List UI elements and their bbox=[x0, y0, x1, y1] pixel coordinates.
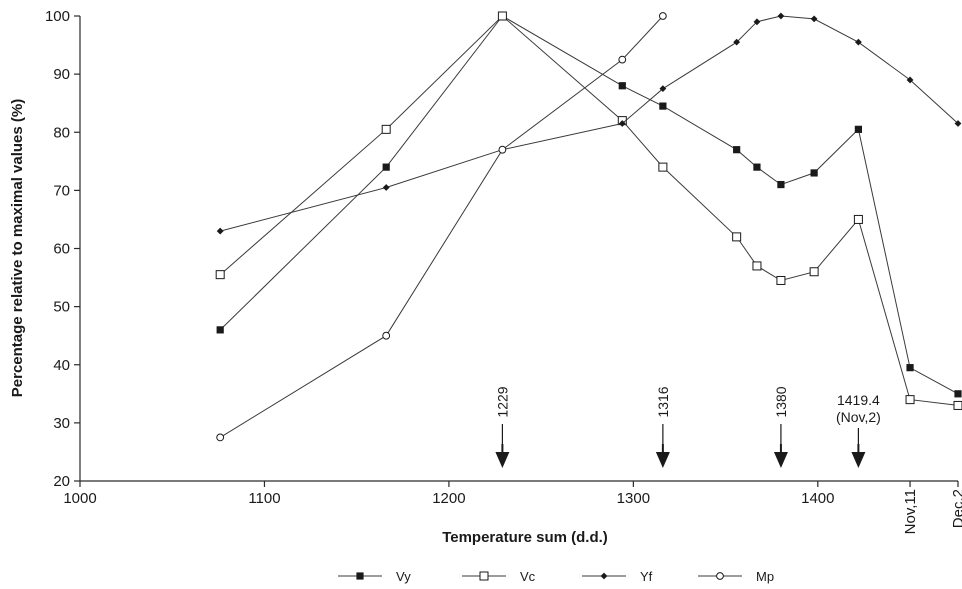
data-point-yf bbox=[659, 85, 667, 93]
legend-swatch-marker bbox=[600, 572, 608, 580]
data-point-vc bbox=[658, 162, 668, 172]
legend-swatch-marker bbox=[716, 572, 724, 580]
annotation-shaft bbox=[501, 444, 504, 453]
y-axis-title: Percentage relative to maximal values (%… bbox=[9, 99, 26, 397]
annotation-arrow: 1316 bbox=[655, 386, 671, 468]
y-tick-label: 70 bbox=[53, 182, 70, 199]
data-point-vy bbox=[906, 364, 914, 372]
annotation-sublabel: (Nov,2) bbox=[836, 409, 881, 425]
annotation-arrowhead bbox=[773, 452, 788, 468]
y-tick-label: 40 bbox=[53, 357, 70, 374]
data-point-vc bbox=[381, 124, 391, 134]
legend-label: Yf bbox=[640, 569, 653, 584]
y-tick-label: 90 bbox=[53, 66, 70, 83]
annotation-label: 1316 bbox=[655, 386, 671, 417]
data-point-yf bbox=[618, 120, 626, 127]
data-point-mp bbox=[618, 55, 627, 64]
data-point-vc bbox=[215, 270, 225, 280]
legend-label: Vc bbox=[520, 569, 536, 584]
annotation-label: 1419.4 bbox=[837, 392, 880, 408]
annotation-shaft bbox=[661, 444, 664, 453]
legend-swatch-marker bbox=[356, 572, 364, 580]
series-line-yf bbox=[220, 15, 959, 232]
data-point-vy bbox=[382, 163, 390, 171]
y-tick-label: 60 bbox=[53, 241, 70, 258]
data-point-yf bbox=[777, 12, 785, 20]
axes: 20 30 40 50 60 70 80 90 100 1000 1100 1200 1300 1400 N… bbox=[45, 8, 962, 534]
series-yf bbox=[216, 12, 962, 235]
y-tick-label: 20 bbox=[53, 473, 70, 490]
annotation-shaft bbox=[857, 444, 860, 453]
annotations: 1229 1316 1380 1419.4(Nov,2) bbox=[494, 386, 881, 468]
x-tick-label: 1400 bbox=[801, 490, 834, 507]
series-group bbox=[215, 11, 962, 442]
x-tick-date-label: Nov,11 bbox=[902, 489, 919, 534]
x-tick-label: 1200 bbox=[432, 490, 465, 507]
data-point-vc bbox=[853, 214, 863, 224]
data-point-vy bbox=[777, 180, 785, 189]
data-point-vy bbox=[733, 146, 741, 154]
y-tick-label: 80 bbox=[53, 124, 70, 141]
legend-swatch-marker bbox=[479, 571, 489, 581]
data-point-mp bbox=[216, 433, 225, 442]
data-point-vc bbox=[953, 400, 962, 410]
series-line-vc bbox=[219, 15, 959, 406]
legend-item-mp: Mp bbox=[698, 569, 774, 584]
x-tick-label: 1100 bbox=[248, 490, 280, 507]
data-point-yf bbox=[854, 38, 862, 46]
data-point-vy bbox=[659, 102, 667, 110]
x-tick-label: 1300 bbox=[617, 490, 650, 507]
series-vc bbox=[215, 11, 962, 410]
legend-label: Vy bbox=[396, 569, 411, 584]
legend-item-vy: Vy bbox=[338, 569, 411, 584]
series-mp bbox=[216, 12, 667, 442]
data-point-yf bbox=[906, 76, 914, 84]
series-line-mp bbox=[219, 15, 664, 438]
data-point-yf bbox=[382, 184, 390, 191]
annotation-shaft bbox=[779, 444, 782, 453]
legend-item-yf: Yf bbox=[582, 569, 653, 584]
x-axis-title: Temperature sum (d.d.) bbox=[442, 529, 608, 546]
data-point-yf bbox=[810, 15, 818, 23]
data-point-vy bbox=[618, 82, 626, 90]
data-point-vc bbox=[752, 261, 762, 271]
annotation-label: 1380 bbox=[773, 386, 789, 417]
data-point-vy bbox=[216, 326, 224, 334]
data-point-mp bbox=[658, 12, 667, 20]
annotation-arrow: 1380 bbox=[773, 386, 789, 468]
data-point-mp bbox=[382, 331, 391, 340]
annotation-label: 1229 bbox=[494, 386, 510, 417]
data-point-vc bbox=[732, 232, 742, 242]
x-tick-label: 1000 bbox=[63, 490, 96, 507]
series-line-vy bbox=[219, 15, 959, 395]
legend: Vy Vc Yf Mp bbox=[338, 569, 774, 584]
data-point-vc bbox=[809, 267, 819, 277]
annotation-arrowhead bbox=[495, 452, 510, 468]
annotation-arrowhead bbox=[851, 452, 866, 468]
data-point-vc bbox=[497, 11, 507, 21]
y-tick-label: 100 bbox=[45, 8, 70, 25]
y-tick-label: 50 bbox=[53, 299, 70, 316]
data-point-vc bbox=[776, 275, 786, 285]
data-point-yf bbox=[753, 18, 761, 26]
annotation-arrow: 1229 bbox=[494, 386, 510, 468]
data-point-vy bbox=[753, 163, 761, 171]
data-point-vc bbox=[905, 395, 915, 405]
data-point-mp bbox=[498, 145, 507, 154]
data-point-yf bbox=[216, 227, 224, 235]
data-point-vy bbox=[810, 169, 818, 177]
annotation-arrow: 1419.4(Nov,2) bbox=[836, 392, 881, 468]
data-point-yf bbox=[733, 38, 741, 46]
data-point-vy bbox=[954, 390, 962, 398]
y-tick-label: 30 bbox=[53, 415, 70, 432]
series-vy bbox=[216, 12, 962, 398]
annotation-arrowhead bbox=[655, 452, 670, 468]
data-point-yf bbox=[954, 120, 962, 127]
legend-item-vc: Vc bbox=[462, 569, 536, 584]
legend-label: Mp bbox=[756, 569, 774, 584]
x-tick-date-label: Dec,2 bbox=[950, 489, 962, 528]
data-point-vy bbox=[854, 125, 862, 133]
